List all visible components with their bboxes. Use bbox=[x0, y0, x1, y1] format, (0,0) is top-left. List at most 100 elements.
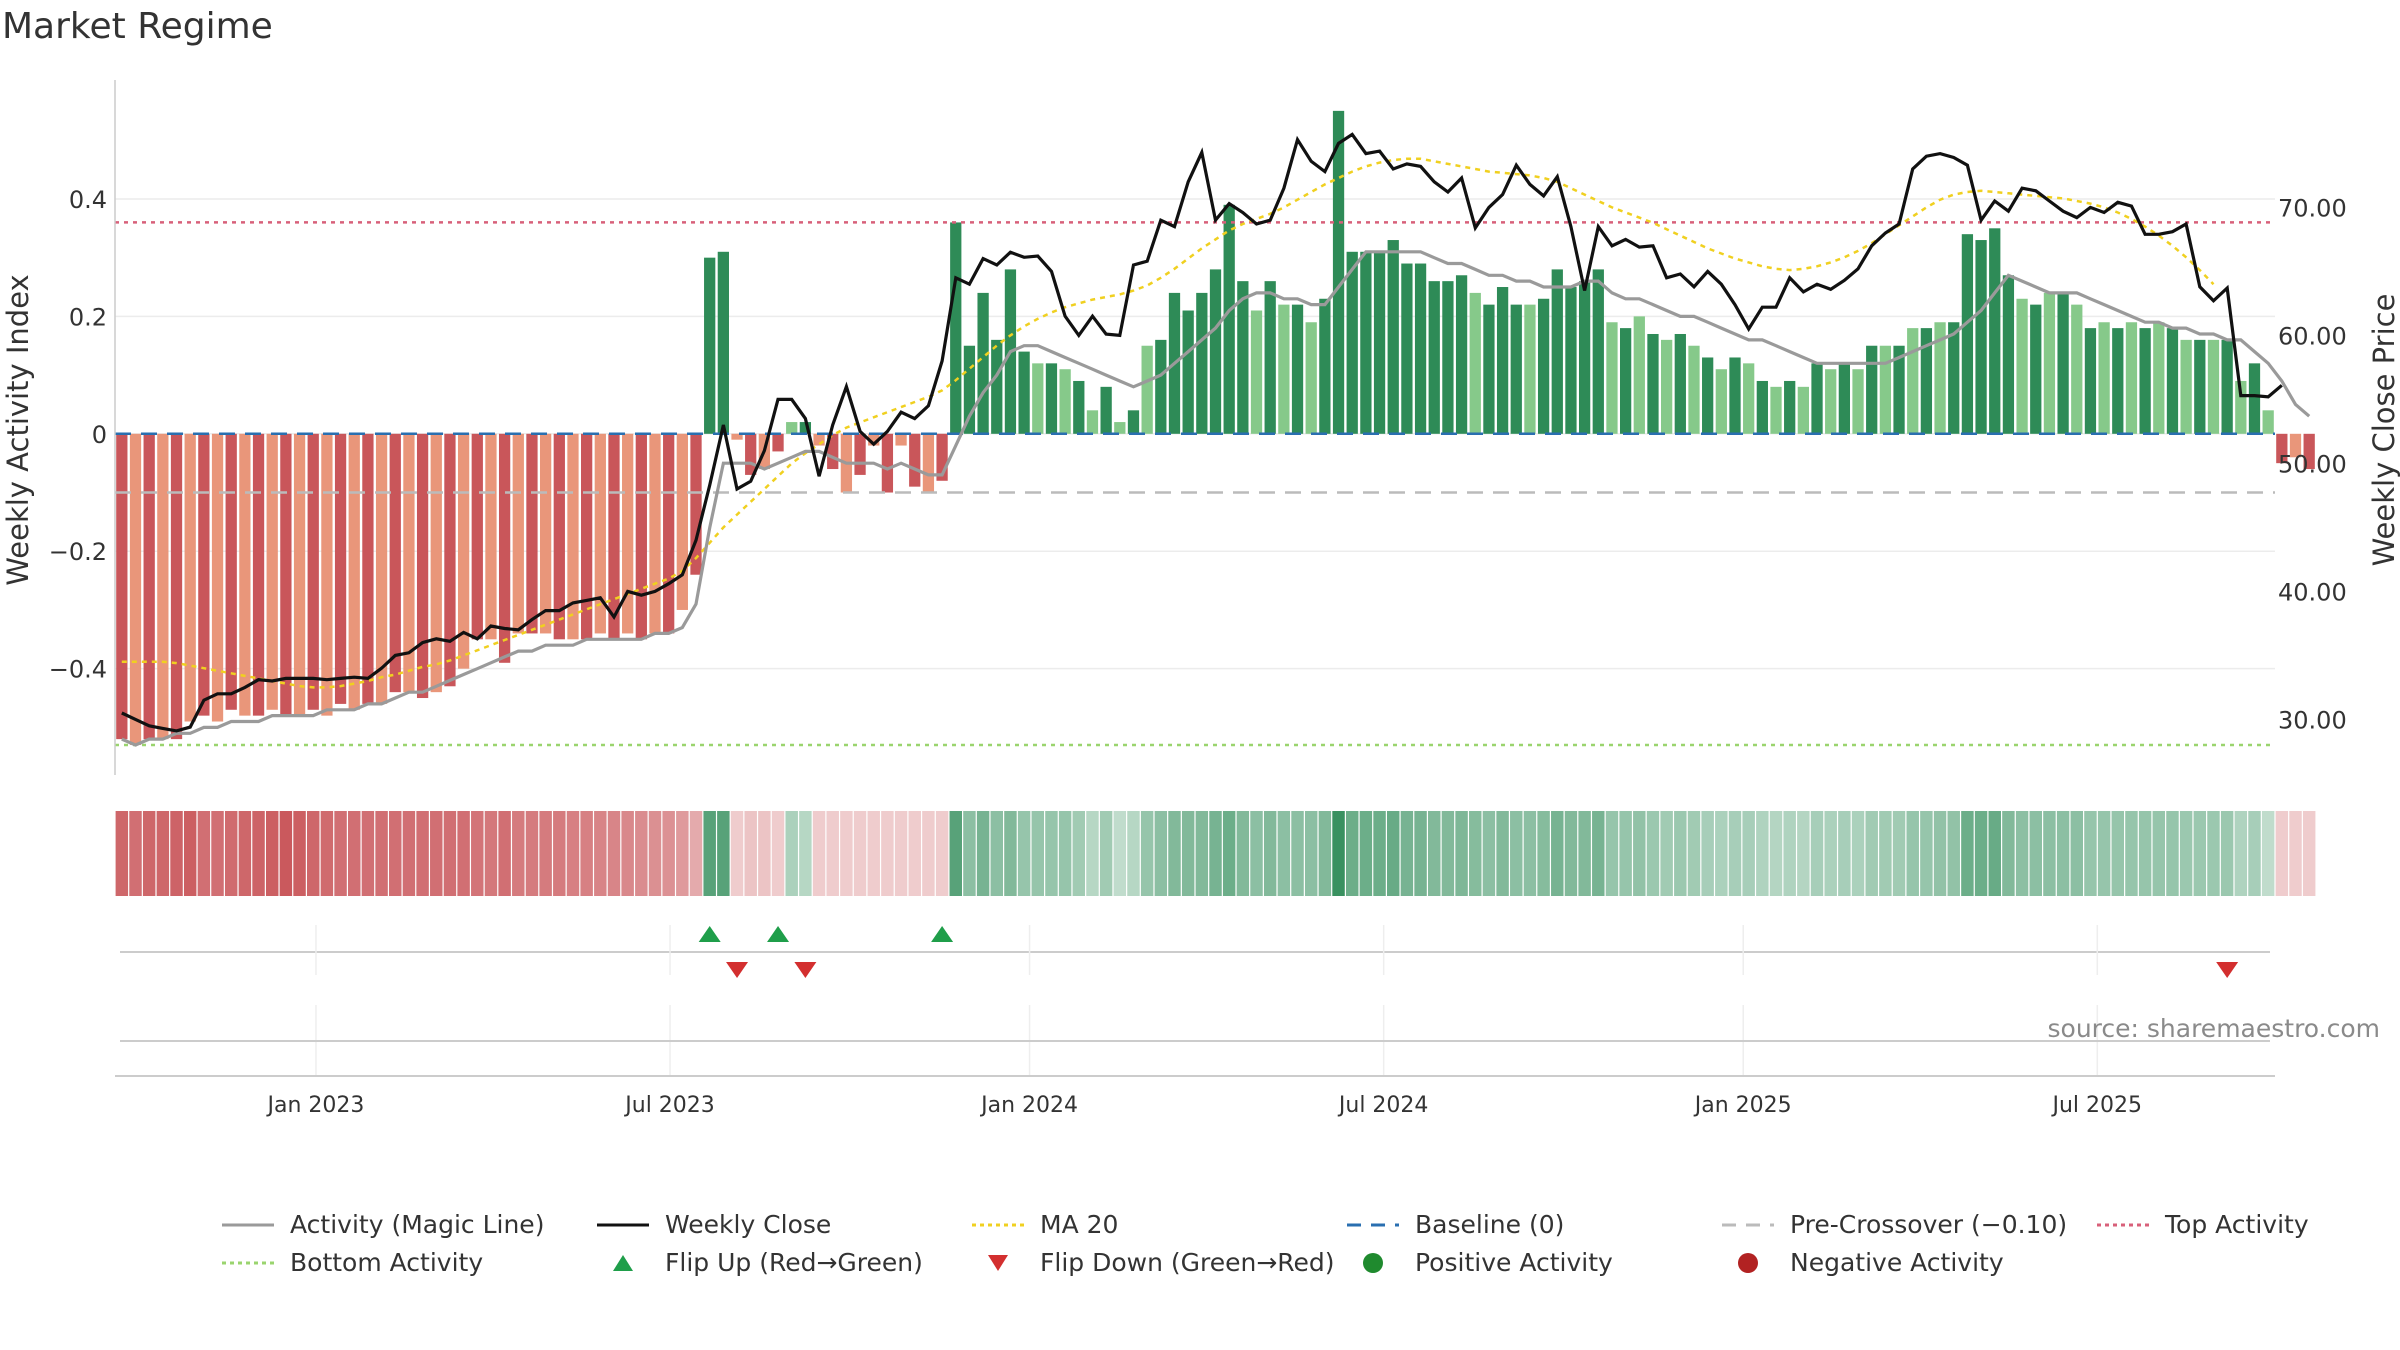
activity-bar bbox=[608, 433, 620, 640]
activity-bar bbox=[2125, 322, 2138, 434]
regime-strip-cell bbox=[730, 811, 744, 896]
regime-strip-cell bbox=[1674, 811, 1687, 896]
activity-bar bbox=[1319, 298, 1331, 434]
regime-strip-cell bbox=[1646, 811, 1660, 896]
regime-strip-cell bbox=[867, 811, 880, 896]
regime-strip bbox=[115, 811, 2316, 896]
activity-bar bbox=[936, 433, 948, 481]
regime-strip-cell bbox=[129, 811, 142, 896]
regime-strip-cell bbox=[2015, 811, 2029, 896]
activity-bar bbox=[1647, 333, 1659, 434]
activity-bar bbox=[649, 433, 661, 634]
activity-bar bbox=[1127, 410, 1140, 434]
regime-strip-cell bbox=[1974, 811, 1988, 896]
activity-bar bbox=[1414, 263, 1427, 434]
regime-strip-cell bbox=[1400, 811, 1414, 896]
dashed-line-icon bbox=[1347, 1223, 1399, 1226]
dot-icon bbox=[1363, 1252, 1383, 1273]
flip-down-marker bbox=[726, 962, 749, 978]
activity-bar bbox=[2262, 410, 2274, 434]
regime-strip-cell bbox=[1469, 811, 1482, 896]
activity-bar bbox=[2002, 275, 2015, 434]
activity-bar bbox=[745, 433, 757, 475]
regime-strip-cell bbox=[1045, 811, 1058, 896]
regime-strip-cell bbox=[990, 811, 1004, 896]
weekly-close-line bbox=[121, 132, 2283, 733]
activity-bar bbox=[1114, 422, 1126, 434]
regime-strip-cell bbox=[2152, 811, 2166, 896]
legend-item: MA 20 bbox=[970, 1210, 1118, 1239]
legend-item: Top Activity bbox=[2095, 1210, 2309, 1239]
activity-bar bbox=[1920, 328, 1933, 434]
legend-item: Weekly Close bbox=[595, 1210, 831, 1239]
activity-bar bbox=[2016, 298, 2028, 434]
regime-strip-cell bbox=[621, 811, 634, 896]
regime-strip-cell bbox=[1181, 811, 1195, 896]
activity-bar bbox=[1455, 275, 1468, 434]
activity-bar bbox=[1989, 228, 2001, 434]
activity-bar bbox=[881, 433, 894, 493]
regime-strip-cell bbox=[1140, 811, 1154, 896]
activity-bar bbox=[1237, 281, 1249, 434]
activity-bar bbox=[1592, 269, 1604, 434]
flip-up-marker bbox=[767, 926, 790, 942]
regime-strip-cell bbox=[1865, 811, 1878, 896]
activity-bar bbox=[539, 433, 552, 634]
activity-bar bbox=[2276, 433, 2288, 464]
activity-bar bbox=[2030, 304, 2042, 434]
regime-strip-cell bbox=[2248, 811, 2261, 896]
legend-label: MA 20 bbox=[1040, 1210, 1119, 1239]
regime-strip-cell bbox=[183, 811, 197, 896]
activity-bar bbox=[307, 433, 319, 710]
activity-bar bbox=[129, 433, 142, 745]
activity-bar bbox=[704, 257, 716, 434]
activity-bar bbox=[1893, 345, 1905, 434]
activity-bar bbox=[2248, 363, 2261, 434]
regime-strip-cell bbox=[963, 811, 976, 896]
activity-bar bbox=[198, 433, 210, 716]
y-left-tick-label: −0.2 bbox=[49, 538, 107, 566]
activity-bar bbox=[2235, 380, 2247, 434]
activity-bar bbox=[293, 433, 306, 716]
magic-line bbox=[121, 250, 2311, 747]
regime-strip-cell bbox=[2084, 811, 2097, 896]
regime-strip-cell bbox=[1660, 811, 1673, 896]
x-tick-label: Jan 2023 bbox=[266, 1093, 365, 1118]
solid-line-icon bbox=[222, 1223, 274, 1226]
regime-strip-cell bbox=[908, 811, 921, 896]
activity-bar bbox=[239, 433, 251, 716]
regime-strip-cell bbox=[1824, 811, 1837, 896]
activity-bar bbox=[1825, 369, 1837, 434]
activity-bar bbox=[389, 433, 401, 693]
activity-bar bbox=[2057, 292, 2069, 434]
legend-label: Bottom Activity bbox=[290, 1248, 484, 1277]
activity-bar bbox=[1332, 110, 1345, 434]
activity-bar bbox=[1401, 263, 1413, 434]
activity-bar bbox=[2084, 328, 2097, 434]
regime-strip-cell bbox=[375, 811, 388, 896]
regime-strip-cell bbox=[771, 811, 785, 896]
activity-bar bbox=[1155, 339, 1167, 434]
regime-strip-cell bbox=[1769, 811, 1783, 896]
regime-strip-cell bbox=[2029, 811, 2042, 896]
regime-strip-cell bbox=[676, 811, 689, 896]
regime-strip-cell bbox=[1099, 811, 1113, 896]
regime-strip-cell bbox=[402, 811, 416, 896]
activity-bar bbox=[1797, 386, 1809, 434]
activity-bar bbox=[1619, 328, 1632, 434]
chart-legend: Activity (Magic Line) Weekly Close MA 20 Ba… bbox=[0, 1200, 2400, 1310]
regime-strip-cell bbox=[1318, 811, 1332, 896]
activity-bar bbox=[772, 433, 784, 452]
activity-bar bbox=[2098, 322, 2110, 434]
regime-strip-cell bbox=[1455, 811, 1468, 896]
regime-strip-cell bbox=[976, 811, 990, 896]
activity-bar bbox=[581, 433, 593, 640]
activity-bar bbox=[2153, 322, 2165, 434]
activity-bar bbox=[2303, 433, 2315, 470]
activity-bar bbox=[1688, 345, 1700, 434]
regime-strip-cell bbox=[443, 811, 457, 896]
activity-bar bbox=[2221, 339, 2233, 434]
regime-strip-cell bbox=[635, 811, 648, 896]
activity-bar bbox=[1196, 292, 1208, 434]
chart-title: Market Regime bbox=[2, 6, 273, 47]
